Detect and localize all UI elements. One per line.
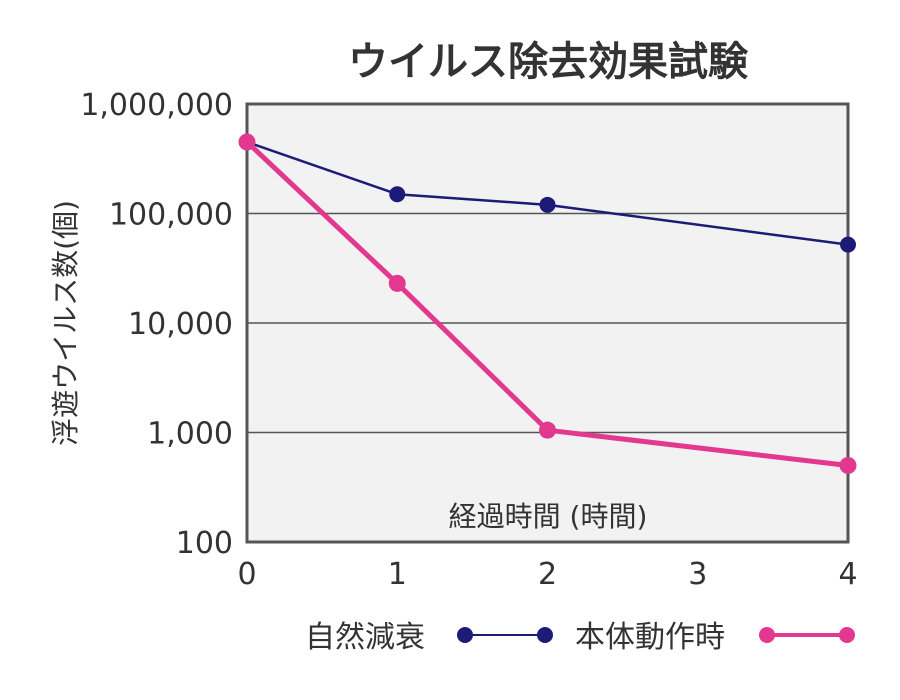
legend-label-natural-decay: 自然減衰 bbox=[305, 620, 425, 655]
y-axis-label: 浮遊ウイルス数(個) bbox=[49, 200, 82, 446]
data-point-device-on bbox=[839, 456, 857, 474]
legend-marker-device-on bbox=[839, 627, 855, 643]
legend-marker-natural-decay bbox=[457, 627, 473, 643]
legend-marker-natural-decay bbox=[537, 627, 553, 643]
series-layer bbox=[238, 133, 857, 474]
y-tick-label: 1,000 bbox=[147, 417, 233, 452]
data-point-natural-decay bbox=[539, 196, 556, 213]
series-line-device-on bbox=[244, 139, 851, 468]
y-tick-label: 100 bbox=[176, 526, 233, 561]
x-tick-label: 1 bbox=[388, 557, 407, 592]
chart-title: ウイルス除去効果試験 bbox=[348, 39, 749, 85]
y-tick-label: 1,000,000 bbox=[80, 88, 233, 123]
legend: 自然減衰 本体動作時 bbox=[305, 620, 855, 655]
plot-frame bbox=[245, 102, 850, 544]
data-point-natural-decay bbox=[389, 186, 406, 203]
x-axis-label: 経過時間 (時間) bbox=[449, 500, 648, 533]
x-tick-labels: 0 1 2 3 4 bbox=[237, 557, 857, 592]
y-tick-labels: 100 1,000 10,000 100,000 1,000,000 bbox=[80, 88, 233, 561]
data-point-device-on bbox=[539, 421, 556, 439]
x-tick-label: 0 bbox=[237, 557, 256, 592]
legend-label-device-on: 本体動作時 bbox=[575, 620, 725, 655]
x-tick-label: 4 bbox=[838, 557, 857, 592]
data-point-natural-decay bbox=[840, 236, 856, 253]
y-tick-label: 100,000 bbox=[109, 198, 233, 233]
data-point-device-on bbox=[238, 133, 256, 151]
data-point-device-on bbox=[388, 274, 406, 292]
x-tick-label: 2 bbox=[538, 557, 557, 592]
legend-marker-device-on bbox=[759, 627, 775, 643]
x-tick-label: 3 bbox=[688, 557, 707, 592]
series-line-natural-decay bbox=[245, 140, 850, 246]
y-tick-label: 10,000 bbox=[128, 307, 233, 342]
